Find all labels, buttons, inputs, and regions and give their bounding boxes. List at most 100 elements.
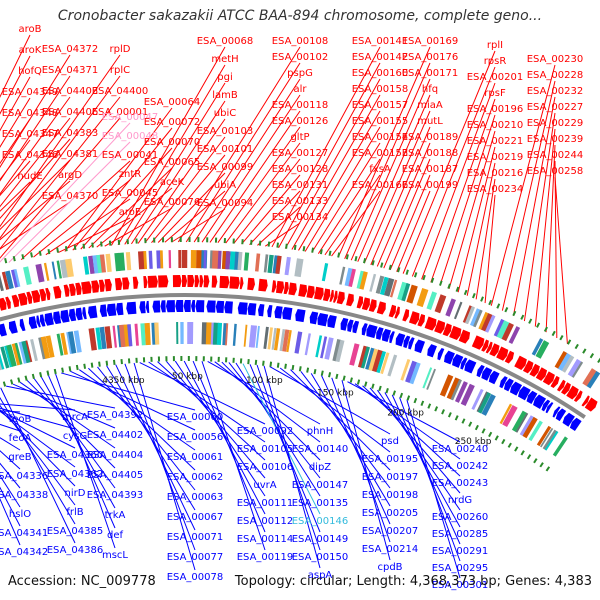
- feature-block: [349, 343, 360, 366]
- reverse-gene-arrow: [267, 305, 273, 318]
- tick-mark: [427, 403, 432, 409]
- tick-mark: [474, 424, 479, 431]
- label-leader: [0, 117, 71, 208]
- forward-gene-arrow: [283, 281, 289, 295]
- gene-label: ESA_04404: [87, 450, 144, 461]
- label-leader: [406, 399, 461, 579]
- feature-block: [400, 358, 411, 381]
- forward-gene-arrow: [26, 291, 33, 305]
- label-leader: [0, 396, 76, 525]
- gene-label: ESA_00150: [292, 552, 349, 563]
- tick-mark: [574, 343, 579, 350]
- feature-block: [254, 253, 261, 272]
- gene-label: ESA_04385: [47, 526, 104, 537]
- kbp-scale-labels: 4350 kbp 50 kbp 100 kbp 150 kbp 200 kbp 250 k…: [102, 372, 491, 447]
- gene-label: ESA_00127: [272, 148, 329, 159]
- label-leader: [350, 78, 431, 261]
- label-leader: [171, 208, 226, 243]
- gene-label: ESA_00134: [272, 212, 329, 223]
- gene-label: ESA_00187: [402, 164, 459, 175]
- feature-block: [10, 269, 20, 288]
- reverse-gene-arrow: [75, 307, 83, 321]
- tick-mark: [269, 361, 273, 367]
- feature-block: [511, 410, 527, 432]
- feature-block: [64, 258, 74, 278]
- label-leader: [185, 62, 301, 243]
- gene-label: ESA_00108: [272, 36, 329, 47]
- forward-label-lines: [0, 34, 568, 345]
- tick-mark: [262, 360, 265, 366]
- gene-label: ESA_00158: [352, 84, 409, 95]
- reverse-gene-arrow: [224, 301, 233, 314]
- tick-mark: [75, 364, 79, 371]
- feature-block: [45, 335, 55, 358]
- feature-block: [88, 328, 97, 351]
- label-leader: [33, 179, 131, 258]
- label-leader: [192, 360, 266, 533]
- feature-block: [217, 250, 222, 269]
- feature-block: [56, 260, 62, 279]
- label-leader: [279, 367, 391, 453]
- tick-mark: [319, 249, 323, 255]
- label-leader: [402, 50, 496, 274]
- feature-block: [356, 270, 365, 290]
- label-leader: [298, 110, 381, 251]
- feature-block: [56, 333, 64, 356]
- feature-block: [25, 340, 33, 363]
- forward-gene-arrow: [271, 280, 277, 293]
- feature-block: [225, 251, 231, 270]
- forward-gene-arrow: [239, 277, 244, 290]
- gene-label: ESA_00119: [237, 552, 294, 563]
- forward-gene-arrow: [68, 283, 76, 297]
- feature-block: [225, 323, 229, 346]
- gene-label: ESA_04381: [42, 149, 99, 160]
- tick-mark: [507, 442, 512, 448]
- gene-label: ESA_00243: [432, 478, 489, 489]
- label-leader: [124, 363, 196, 551]
- feature-block: [471, 388, 484, 410]
- reverse-gene-arrow: [191, 300, 196, 313]
- label-leader: [0, 138, 71, 220]
- forward-gene-arrow: [550, 375, 560, 388]
- tick-mark: [31, 373, 35, 380]
- forward-gene-arrow: [91, 280, 100, 293]
- gene-label: ESA_00001: [92, 107, 149, 118]
- reverse-gene-arrow: [403, 335, 411, 349]
- reverse-gene-arrow: [195, 300, 205, 313]
- feature-block: [383, 277, 395, 297]
- gene-label: ESA_00195: [362, 454, 419, 465]
- label-leader: [430, 98, 496, 283]
- tick-mark: [276, 362, 280, 368]
- gene-label: def: [107, 530, 124, 541]
- reverse-gene-arrow: [552, 406, 561, 418]
- reverse-gene-arrow: [53, 311, 62, 325]
- feature-block: [478, 311, 489, 330]
- gene-label: ESA_00207: [362, 526, 419, 537]
- label-leader: [115, 364, 196, 531]
- reverse-gene-arrow: [247, 302, 257, 316]
- gene-label: ESA_04371: [42, 65, 99, 76]
- feature-block: [282, 329, 290, 352]
- forward-gene-arrow: [529, 363, 540, 377]
- feature-block: [552, 436, 568, 457]
- reverse-strand-arrows: [0, 300, 582, 432]
- tick-mark: [533, 458, 538, 464]
- label-leader: [0, 54, 71, 169]
- tick-mark: [371, 383, 375, 389]
- gene-label: ESA_04392: [87, 410, 144, 421]
- forward-gene-arrow: [361, 297, 370, 311]
- forward-gene-arrow: [329, 289, 334, 302]
- feature-block: [279, 328, 286, 352]
- tick-mark: [267, 241, 271, 247]
- gene-label: ESA_00229: [527, 118, 584, 129]
- feature-block: [14, 342, 23, 365]
- tick-mark: [56, 247, 60, 253]
- label-leader: [0, 410, 76, 449]
- label-leader: [457, 146, 496, 293]
- feature-block: [0, 353, 5, 370]
- reverse-gene-arrow: [160, 300, 166, 313]
- tick-mark: [488, 299, 493, 306]
- gene-label: ESA_00041: [102, 150, 159, 161]
- feature-block: [582, 368, 597, 387]
- tick-mark: [335, 373, 339, 380]
